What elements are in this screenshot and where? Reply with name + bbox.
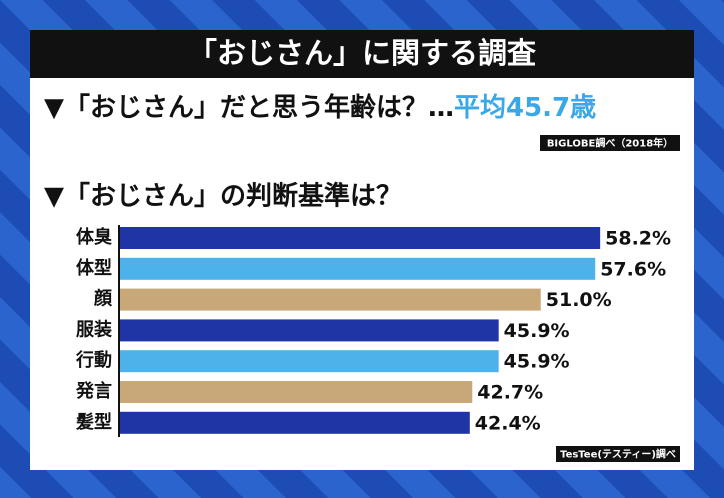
bar	[120, 227, 601, 249]
value-label: 42.4%	[475, 412, 541, 434]
value-label: 57.6%	[600, 258, 666, 280]
category-label: 服装	[76, 318, 112, 340]
bar	[120, 411, 470, 434]
category-label: 顔	[93, 288, 113, 310]
value-label: 45.9%	[504, 320, 570, 342]
answer: 平均45.7歳	[454, 93, 596, 123]
chart-title: ▼「おじさん」の判断基準は？	[44, 181, 402, 212]
source: BIGLOBE調べ（2018年）	[547, 137, 673, 150]
source-box	[556, 446, 680, 462]
value-label: 42.7%	[477, 382, 543, 404]
category-label: 体臭	[76, 226, 112, 248]
question-text: ▼「おじさん」だと思う年齢は？…	[44, 92, 454, 123]
category-label: 行動	[75, 349, 112, 371]
title-bar	[30, 30, 694, 78]
category-label: 体型	[76, 257, 112, 279]
value-label: 58.2%	[605, 228, 671, 250]
bar	[120, 319, 499, 342]
value-label: 45.9%	[504, 351, 570, 373]
bar	[120, 381, 473, 403]
source-box	[540, 135, 680, 151]
bar	[120, 257, 596, 280]
question: ▼「おじさん」だと思う年齢は？…平均45.7歳	[44, 92, 596, 123]
source: TesTee(テスティー)調べ	[560, 448, 676, 461]
bar	[120, 288, 541, 311]
title: 「おじさん」に関する調査	[188, 36, 536, 70]
category-label: 髪型	[75, 411, 112, 433]
bar	[120, 350, 499, 373]
value-label: 51.0%	[546, 289, 612, 311]
category-label: 発言	[75, 380, 112, 402]
